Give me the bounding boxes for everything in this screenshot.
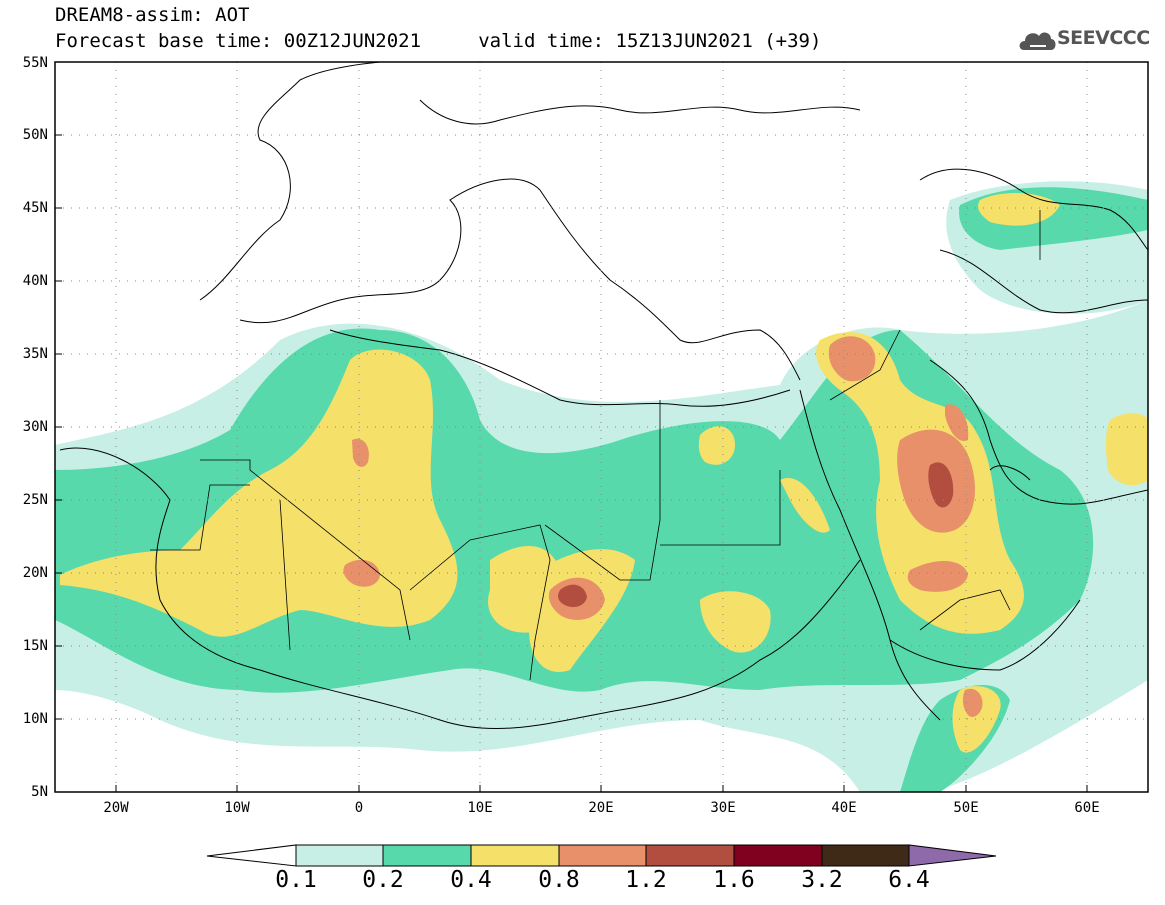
lat-label: 40N (22, 273, 48, 289)
logo-text: SEEVCCC (1057, 27, 1150, 49)
lat-label: 50N (22, 127, 48, 143)
forecast-times: Forecast base time: 00Z12JUN2021 valid t… (55, 30, 822, 52)
lat-label: 20N (22, 565, 48, 581)
lat-label: 10N (22, 711, 48, 727)
colorbar-label: 0.8 (538, 867, 580, 893)
lon-gridlines (115, 62, 1088, 792)
cloud-icon (1019, 32, 1056, 50)
lon-label: 60E (1074, 800, 1100, 816)
lon-label: 10E (467, 800, 493, 816)
lat-label: 15N (22, 638, 48, 654)
lon-label: 40E (831, 800, 857, 816)
borders (150, 210, 1041, 681)
colorbar-label: 1.2 (625, 867, 667, 893)
lon-label: 10W (224, 800, 250, 816)
lon-label: 30E (710, 800, 736, 816)
lat-label: 35N (22, 346, 48, 362)
colorbar-label: 0.1 (275, 867, 317, 893)
colorbar-label: 6.4 (888, 867, 930, 893)
map-title: DREAM8-assim: AOT (55, 4, 250, 26)
colorbar-label: 0.2 (362, 867, 404, 893)
lon-label: 50E (953, 800, 979, 816)
lat-label: 5N (31, 784, 48, 800)
lat-label: 30N (22, 419, 48, 435)
lat-label: 55N (22, 55, 48, 71)
lat-label: 45N (22, 200, 48, 216)
lon-label: 20E (588, 800, 614, 816)
tick-marks (55, 134, 1088, 792)
lat-label: 25N (22, 492, 48, 508)
colorbar-label: 0.4 (450, 867, 492, 893)
colorbar-label: 3.2 (801, 867, 843, 893)
coastlines (59, 62, 1148, 730)
lon-label: 0 (354, 800, 364, 816)
aot-level-1.2 (558, 462, 954, 608)
colorbar-label: 1.6 (713, 867, 755, 893)
lon-label: 20W (103, 800, 129, 816)
